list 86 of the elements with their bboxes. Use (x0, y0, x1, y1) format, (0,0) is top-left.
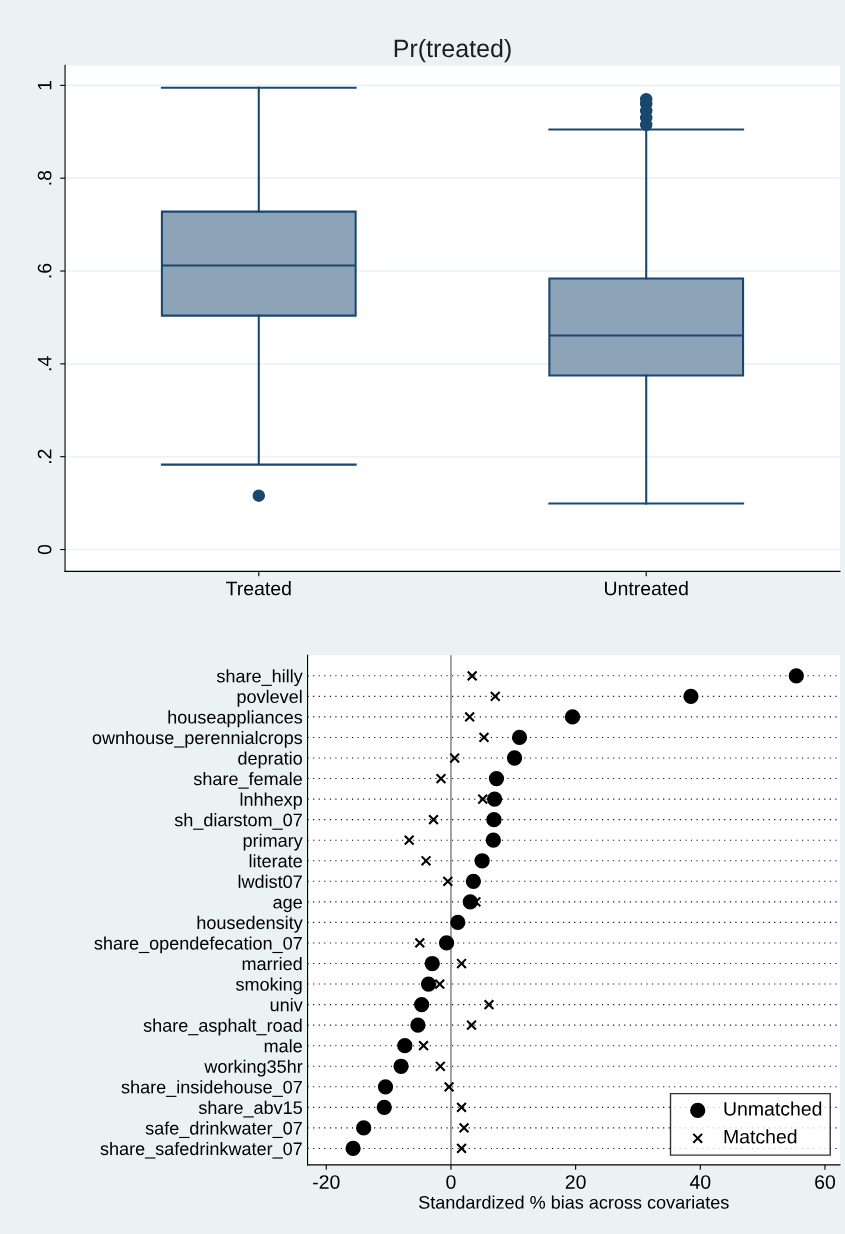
point (414, 996, 430, 1013)
x-tick-label: Treated (226, 581, 291, 596)
y-tick-label: depratio (238, 751, 302, 769)
point (443, 1081, 455, 1093)
point (420, 976, 437, 992)
y-tick-label: share_asphalt_road (143, 1018, 302, 1036)
point (488, 770, 505, 787)
y-tick-label: married (242, 956, 302, 971)
y-tick-label: ownhouse_perennialcrops (92, 730, 303, 748)
y-tick-label: male (264, 1039, 302, 1053)
x-tick-label: 40 (689, 1175, 711, 1189)
point (397, 1038, 413, 1054)
point (466, 1019, 477, 1031)
point (456, 1143, 467, 1154)
point (442, 875, 454, 887)
y-tick-label: .2 (37, 449, 52, 464)
point (414, 937, 426, 949)
y-tick-label: share_insidehouse_07 (121, 1080, 302, 1097)
y-tick-label: working35hr (204, 1059, 303, 1077)
y-tick-label: share_hilly (216, 669, 303, 687)
point (683, 688, 699, 704)
point (458, 1122, 470, 1134)
point (424, 955, 440, 972)
point (438, 935, 455, 951)
point (435, 773, 447, 784)
y-tick-label: share_safedrinkwater_07 (100, 1141, 302, 1159)
point (486, 791, 503, 807)
y-tick-label: housedensity (197, 915, 303, 933)
x-tick-label: 20 (565, 1175, 586, 1189)
y-tick-label: .6 (37, 263, 52, 278)
point (376, 1099, 392, 1115)
point (506, 750, 523, 766)
y-tick-label: povlevel (237, 689, 302, 707)
point (477, 793, 489, 805)
y-tick-label: 0 (37, 544, 52, 555)
legend-label: Unmatched (724, 1101, 822, 1116)
legend-label: Matched (724, 1129, 797, 1144)
y-tick-label: 1 (37, 80, 52, 90)
y-tick-label: lwdist07 (238, 874, 302, 889)
point (511, 729, 528, 746)
y-tick-label: share_opendefecation_07 (94, 936, 302, 954)
x-tick-label: 0 (446, 1175, 456, 1189)
point (403, 834, 415, 846)
y-tick-label: .4 (37, 356, 52, 371)
chart-title: Pr(treated) (394, 38, 511, 63)
y-tick-label: houseappliances (168, 710, 303, 728)
point (345, 1140, 361, 1157)
y-tick-label: smoking (235, 977, 302, 995)
y-tick-label: literate (249, 854, 302, 868)
point (465, 873, 482, 889)
point (456, 958, 467, 969)
point (356, 1120, 372, 1136)
point (393, 1058, 409, 1074)
y-tick-label: share_female (193, 772, 302, 789)
point (464, 711, 476, 723)
point (420, 855, 432, 867)
y-tick-label: primary (243, 833, 303, 851)
y-tick-label: share_abv15 (198, 1100, 302, 1118)
point (456, 1101, 467, 1113)
point (788, 668, 804, 684)
y-tick-label: univ (270, 998, 303, 1012)
point (486, 812, 502, 828)
y-tick-label: safe_drinkwater_07 (145, 1121, 302, 1139)
point (418, 1040, 429, 1052)
x-tick-label: 60 (815, 1175, 836, 1189)
point (434, 1060, 446, 1072)
point (450, 914, 466, 931)
point (483, 999, 495, 1011)
y-tick-label: .8 (37, 170, 52, 185)
x-axis-title: Standardized % bias across covariates (419, 1195, 729, 1209)
point (410, 1017, 426, 1033)
point (478, 732, 490, 743)
point (485, 832, 501, 848)
x-tick-label: Untreated (605, 581, 688, 596)
point (377, 1079, 394, 1095)
point (474, 853, 490, 869)
y-tick-label: age (273, 898, 302, 913)
y-tick-label: sh_diarstom_07 (174, 813, 302, 830)
point (449, 752, 461, 764)
x-tick-label: -20 (313, 1175, 340, 1189)
point (564, 709, 581, 725)
point (466, 670, 478, 682)
y-tick-label: lnhhexp (240, 792, 302, 810)
point (489, 690, 501, 702)
point (428, 814, 439, 826)
point (434, 978, 446, 990)
